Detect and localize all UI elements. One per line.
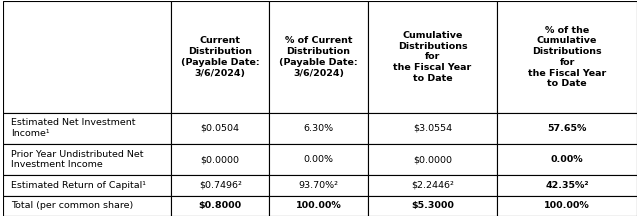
Bar (367, 113, 497, 144)
Text: 0.00%: 0.00% (551, 155, 584, 164)
Bar (171, 144, 269, 175)
Bar (497, 144, 637, 175)
Bar (367, 1, 497, 113)
Bar (3, 1, 171, 113)
Text: Prior Year Undistributed Net
Investment Income: Prior Year Undistributed Net Investment … (11, 150, 143, 169)
Bar (269, 175, 367, 196)
Text: 100.00%: 100.00% (296, 201, 341, 210)
Bar (367, 196, 497, 216)
Text: Current
Distribution
(Payable Date:
3/6/2024): Current Distribution (Payable Date: 3/6/… (181, 36, 260, 77)
Bar (497, 196, 637, 216)
Text: Cumulative
Distributions
for
the Fiscal Year
to Date: Cumulative Distributions for the Fiscal … (394, 31, 472, 83)
Bar (3, 144, 171, 175)
Bar (269, 144, 367, 175)
Text: $0.0504: $0.0504 (201, 124, 240, 133)
Bar (171, 1, 269, 113)
Bar (3, 196, 171, 216)
Bar (171, 196, 269, 216)
Text: Estimated Net Investment
Income¹: Estimated Net Investment Income¹ (11, 118, 135, 138)
Text: $5.3000: $5.3000 (411, 201, 454, 210)
Text: $0.7496²: $0.7496² (199, 181, 242, 190)
Bar (497, 1, 637, 113)
Text: 42.35%²: 42.35%² (545, 181, 589, 190)
Text: 100.00%: 100.00% (544, 201, 590, 210)
Text: $3.0554: $3.0554 (413, 124, 452, 133)
Bar (367, 175, 497, 196)
Text: 57.65%: 57.65% (547, 124, 587, 133)
Text: $0.0000: $0.0000 (413, 155, 452, 164)
Bar (269, 196, 367, 216)
Bar (171, 113, 269, 144)
Bar (3, 113, 171, 144)
Text: 6.30%: 6.30% (303, 124, 333, 133)
Text: Total (per common share): Total (per common share) (11, 201, 133, 210)
Text: $2.2446²: $2.2446² (411, 181, 454, 190)
Bar (497, 175, 637, 196)
Bar (367, 144, 497, 175)
Bar (171, 175, 269, 196)
Bar (269, 1, 367, 113)
Bar (269, 113, 367, 144)
Text: 93.70%²: 93.70%² (298, 181, 339, 190)
Text: $0.8000: $0.8000 (198, 201, 242, 210)
Text: % of the
Cumulative
Distributions
for
the Fiscal Year
to Date: % of the Cumulative Distributions for th… (528, 26, 606, 88)
Text: $0.0000: $0.0000 (201, 155, 240, 164)
Text: Estimated Return of Capital¹: Estimated Return of Capital¹ (11, 181, 146, 190)
Bar (497, 113, 637, 144)
Bar (3, 175, 171, 196)
Text: % of Current
Distribution
(Payable Date:
3/6/2024): % of Current Distribution (Payable Date:… (279, 36, 358, 77)
Text: 0.00%: 0.00% (303, 155, 333, 164)
